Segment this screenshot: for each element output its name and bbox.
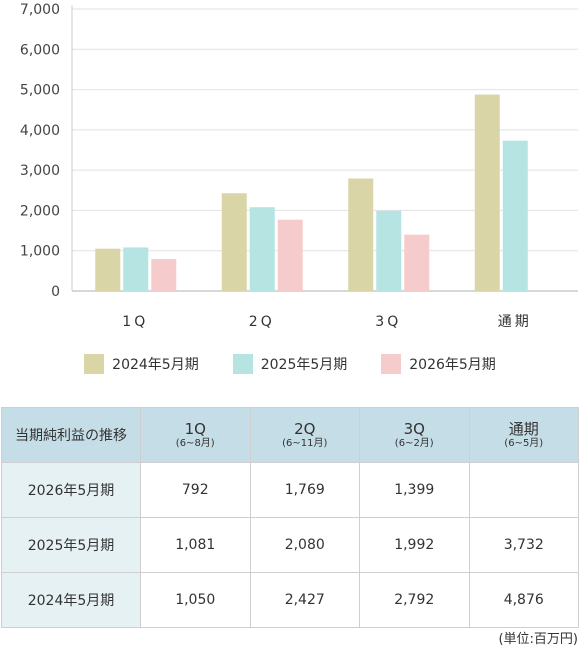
column-header-3q: 3Q (6~2月) xyxy=(359,407,470,463)
y-tick-label: 2,000 xyxy=(20,203,60,219)
bar-2024年5月期-2Q xyxy=(221,193,247,291)
table-cell: 3,732 xyxy=(468,517,579,573)
y-tick-label: 4,000 xyxy=(20,123,60,139)
row-label: 2026年5月期 xyxy=(1,462,141,518)
column-header-full-year: 通期 (6~5月) xyxy=(468,407,579,463)
legend-item: 2025年5月期 xyxy=(232,354,348,374)
x-tick-label: 2Q xyxy=(249,314,275,330)
y-tick-label: 7,000 xyxy=(20,2,60,18)
bar-2026年5月期-3Q xyxy=(404,234,430,291)
table-header-row: 当期純利益の推移 1Q (6~8月) 2Q (6~11月) 3Q (6~2月) 通期(… xyxy=(1,407,579,463)
bar-2025年5月期-1Q xyxy=(123,247,149,291)
bar-2025年5月期-3Q xyxy=(376,210,402,291)
x-tick-label: 通期 xyxy=(498,314,532,330)
table-cell: 2,427 xyxy=(249,572,360,628)
table-cell: 792 xyxy=(140,462,251,518)
table-row: 2025年5月期 1,081 2,080 1,992 3,732 xyxy=(1,517,579,573)
bar-2025年5月期-通期 xyxy=(502,140,528,291)
y-tick-label: 0 xyxy=(51,284,60,300)
table-cell: 2,080 xyxy=(249,517,360,573)
y-tick-label: 5,000 xyxy=(20,83,60,99)
row-label: 2024年5月期 xyxy=(1,572,141,628)
legend-label: 2024年5月期 xyxy=(112,357,199,373)
y-tick-label: 1,000 xyxy=(20,244,60,260)
table-cell: 1,769 xyxy=(249,462,360,518)
bar-2024年5月期-3Q xyxy=(348,178,374,291)
bar-chart: 0 1,000 2,000 3,000 4,000 5,000 6,000 7,000 1Q 2… xyxy=(20,2,578,330)
bar-2026年5月期-2Q xyxy=(277,219,303,291)
unit-note: (単位:百万円) xyxy=(498,632,578,647)
table-row: 2026年5月期 792 1,769 1,399 xyxy=(1,462,579,518)
column-header-1q: 1Q (6~8月) xyxy=(140,407,251,463)
table-cell: 1,992 xyxy=(359,517,470,573)
table-cell: 1,081 xyxy=(140,517,251,573)
bar-2025年5月期-2Q xyxy=(249,207,275,291)
table-cell: 4,876 xyxy=(468,572,579,628)
table-corner-title: 当期純利益の推移 xyxy=(1,407,141,463)
net-income-table: 当期純利益の推移 1Q (6~8月) 2Q (6~11月) 3Q (6~2月) 通期(… xyxy=(1,407,579,628)
x-tick-label: 1Q xyxy=(122,314,148,330)
bar-2026年5月期-1Q xyxy=(151,259,177,291)
table-row: 2024年5月期 1,050 2,427 2,792 4,876 xyxy=(1,572,579,628)
legend-label: 2026年5月期 xyxy=(409,357,496,373)
bar-2024年5月期-通期 xyxy=(474,94,500,291)
legend-item: 2024年5月期 xyxy=(84,354,199,374)
legend-swatch xyxy=(381,354,402,374)
legend-label: 2025年5月期 xyxy=(260,357,348,373)
table-cell: 1,399 xyxy=(359,462,470,518)
y-tick-label: 3,000 xyxy=(20,163,60,179)
column-header-2q: 2Q (6~11月) xyxy=(249,407,360,463)
row-label: 2025年5月期 xyxy=(1,517,141,573)
table-cell: 1,050 xyxy=(140,572,251,628)
y-tick-label: 6,000 xyxy=(20,42,60,58)
table-cell: 2,792 xyxy=(359,572,470,628)
legend-swatch xyxy=(232,354,253,374)
legend-swatch xyxy=(84,354,105,374)
table-cell xyxy=(468,462,579,518)
bar-2024年5月期-1Q xyxy=(95,248,121,291)
x-tick-label: 3Q xyxy=(375,314,401,330)
chart-legend: 2024年5月期 2025年5月期 2026年5月期 xyxy=(0,350,580,378)
legend-item: 2026年5月期 xyxy=(381,354,496,374)
